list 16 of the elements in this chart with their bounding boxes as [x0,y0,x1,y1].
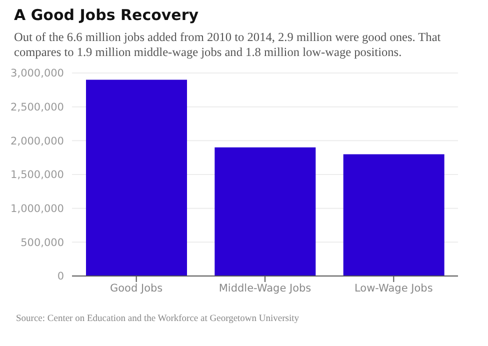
source-note: Source: Center on Education and the Workforce at Georgetown University [16,314,300,324]
chart-subtitle: Out of the 6.6 million jobs added from 2010 to 2014, 2.9 million were good ones. That compares to 1.9 million middle-wage jobs and 1.8 million low-wage positions. [14,30,442,60]
bar [343,154,444,276]
x-tick-label: Low-Wage Jobs [354,282,433,294]
bar [214,147,316,276]
chart-title: A Good Jobs Recovery [14,6,199,24]
x-tick-label: Middle-Wage Jobs [218,282,312,294]
x-tick-label: Good Jobs [110,282,163,294]
y-tick-label: 3,000,000 [10,68,64,80]
y-tick-label: 0 [57,270,64,283]
y-tick-label: 2,500,000 [10,102,64,114]
y-tick-label: 1,500,000 [10,169,64,182]
y-tick-label: 1,000,000 [10,203,64,216]
y-tick-label: 500,000 [20,236,64,249]
y-tick-label: 2,000,000 [10,135,64,148]
bar [86,80,187,276]
